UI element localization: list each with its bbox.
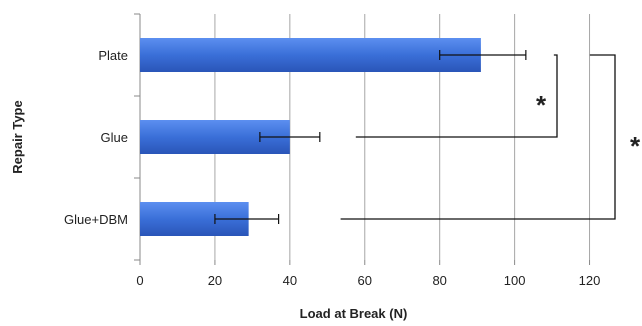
significance-brackets: ** [340, 54, 641, 220]
significance-star: * [536, 90, 547, 120]
significance-bracket [355, 54, 558, 138]
x-tick-label: 100 [504, 273, 526, 288]
x-tick-label: 40 [283, 273, 297, 288]
significance-bracket [340, 54, 616, 220]
significance-star: * [630, 131, 641, 161]
labels: 0 20 40 60 80 100 120 Plate Glue Glue+DBM [64, 48, 600, 288]
y-axis-title: Repair Type [10, 100, 25, 173]
x-tick-label: 0 [136, 273, 143, 288]
x-tick-label: 80 [432, 273, 446, 288]
bar-plate [140, 38, 481, 72]
x-tick-label: 20 [208, 273, 222, 288]
x-tick-label: 60 [358, 273, 372, 288]
x-axis-title: Load at Break (N) [300, 306, 408, 321]
category-label: Plate [98, 48, 128, 63]
category-label: Glue [101, 130, 128, 145]
category-label: Glue+DBM [64, 212, 128, 227]
error-bars [214, 50, 527, 224]
x-tick-label: 120 [579, 273, 601, 288]
